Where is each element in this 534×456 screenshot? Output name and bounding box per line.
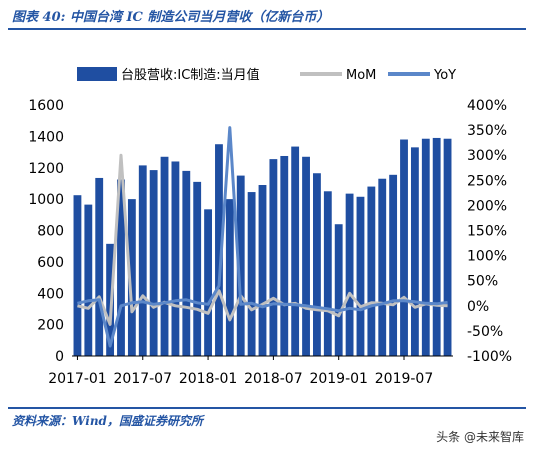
figure-title: 图表 40: 中国台湾 IC 制造公司当月营收（亿新台币）	[12, 10, 330, 25]
title-divider	[8, 28, 526, 30]
y-right-tick-label: 300%	[467, 148, 507, 164]
bar-2019-09	[421, 138, 430, 356]
y-right-tick-label: 150%	[467, 224, 507, 240]
bar-2017-07	[138, 165, 147, 356]
bar-2017-11	[182, 170, 191, 356]
source-note: 资料来源：Wind，国盛证券研究所	[12, 414, 203, 428]
x-tick-label: 2018-01	[179, 371, 238, 387]
x-tick-label: 2019-01	[309, 371, 368, 387]
bar-2019-03	[356, 196, 365, 356]
bar-2019-01	[334, 224, 343, 356]
bar-2017-03	[95, 177, 104, 356]
y-left-tick-label: 1000	[28, 192, 64, 208]
bar-2019-04	[367, 186, 376, 356]
chart-legend: 台股营收:IC制造:当月值 MoM YoY	[77, 67, 456, 83]
bar-2018-01	[204, 209, 212, 356]
x-tick-label: 2017-07	[114, 371, 173, 387]
bar-2017-09	[160, 156, 169, 356]
bar-2019-05	[378, 178, 387, 356]
bar-2019-02	[345, 193, 354, 356]
y-right-tick-label: 0%	[467, 299, 489, 315]
chart-axes: 0 200 400 600 800 1000 1200 1400 1600 -100% -50% 0%…	[28, 98, 512, 387]
line-series	[77, 126, 448, 348]
x-tick-label: 2019-07	[375, 371, 434, 387]
bar-series	[73, 137, 452, 356]
y-left-tick-label: 1600	[28, 98, 64, 114]
y-right-tick-label: 200%	[467, 198, 507, 214]
y-left-tick-label: 1400	[28, 129, 64, 145]
bar-2017-06	[127, 199, 136, 356]
bar-2017-12	[193, 181, 202, 356]
bar-2017-10	[171, 161, 180, 356]
bar-2018-05	[247, 192, 256, 356]
y-right-tick-label: 400%	[467, 98, 507, 114]
bar-2018-06	[258, 185, 267, 356]
y-left-tick-label: 400	[37, 286, 64, 302]
y-right-tick-label: 250%	[467, 173, 507, 189]
bar-2017-02	[84, 204, 93, 356]
y-left-tick-label: 600	[37, 255, 64, 271]
bar-2018-02	[215, 144, 223, 356]
bar-2018-07	[269, 159, 278, 356]
x-tick-label: 2018-07	[244, 371, 303, 387]
source-divider	[8, 407, 526, 409]
watermark-text: 头条 @未来智库	[436, 430, 524, 444]
bar-2018-10	[302, 156, 310, 356]
y-right-tick-label: 350%	[467, 123, 507, 139]
bar-2019-07	[400, 139, 408, 356]
y-right-tick-label: -100%	[467, 349, 512, 365]
y-left-tick-label: 800	[37, 224, 64, 240]
bar-2017-08	[149, 170, 158, 356]
bar-2018-04	[236, 175, 245, 356]
legend-swatch-revenue	[77, 67, 117, 81]
y-right-tick-label: 100%	[467, 249, 507, 265]
bar-2018-11	[313, 173, 321, 356]
y-right-tick-label: 50%	[467, 274, 498, 290]
legend-label-revenue: 台股营收:IC制造:当月值	[121, 67, 260, 83]
bar-2017-05	[117, 179, 125, 356]
bar-2017-01	[73, 195, 82, 356]
bar-2018-03	[225, 199, 234, 356]
y-right-tick-label: -50%	[467, 324, 503, 340]
y-left-tick-label: 200	[37, 318, 64, 334]
bar-2018-08	[280, 155, 289, 356]
legend-label-yoy: YoY	[433, 68, 456, 83]
bar-2019-06	[389, 174, 398, 356]
line-yoy	[77, 126, 448, 348]
x-tick-label: 2017-01	[48, 371, 107, 387]
bar-2018-09	[291, 146, 300, 356]
bar-2017-04	[106, 243, 115, 356]
legend-label-mom: MoM	[346, 68, 376, 83]
bar-2019-08	[410, 147, 419, 356]
bar-2019-11	[443, 138, 452, 356]
bar-2019-10	[432, 137, 441, 356]
y-left-tick-label: 0	[55, 349, 64, 365]
y-left-tick-label: 1200	[28, 161, 64, 177]
bar-2018-12	[323, 191, 332, 356]
